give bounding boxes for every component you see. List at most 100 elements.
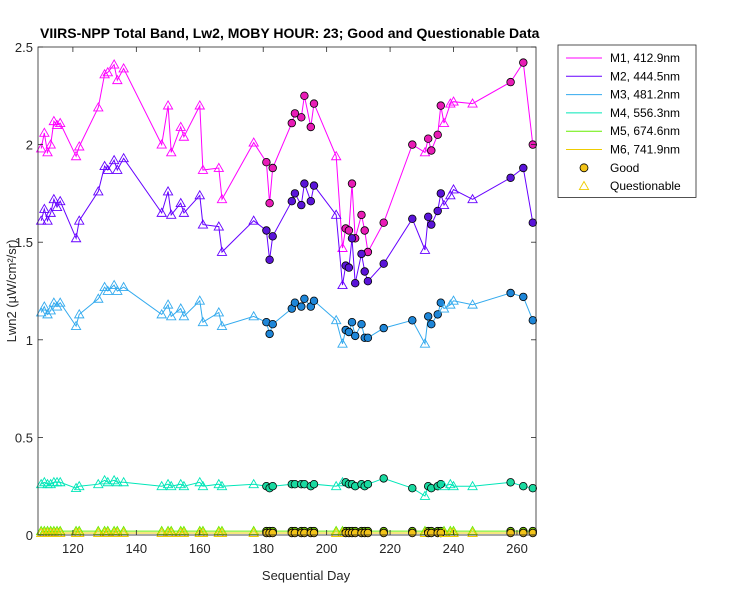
legend-questionable-marker [578,180,590,191]
questionable-point [73,527,85,537]
questionable-point [178,527,190,537]
questionable-point [38,127,50,137]
y-tick-label: 1.5 [15,235,33,250]
questionable-point [38,203,50,213]
questionable-point [444,98,456,108]
questionable-point [102,476,114,487]
y-axis-label: Lwn2 (µW/cm²/sr) [4,240,19,343]
good-point [519,58,528,67]
questionable-point [118,281,130,291]
good-point [506,528,515,538]
good-point [309,480,319,489]
good-point [265,198,274,208]
questionable-point [438,480,450,491]
good-point [287,118,296,128]
good-point [357,320,366,329]
questionable-point [35,215,47,225]
y-tick-label: 0.5 [15,430,33,445]
questionable-point [175,121,187,131]
questionable-point [178,480,190,491]
questionable-point [419,244,431,254]
questionable-point [197,219,209,229]
good-point [519,482,528,491]
questionable-point [467,193,478,204]
questionable-point [419,146,431,157]
questionable-point [175,197,187,208]
good-point [309,528,319,538]
questionable-point [118,62,130,73]
good-point [379,218,388,227]
questionable-point [54,195,66,206]
questionable-point [248,137,260,147]
good-point [363,333,373,342]
questionable-point [448,527,459,537]
x-tick-label: 220 [379,541,401,556]
questionable-point [178,310,190,321]
good-point [297,200,306,210]
good-point [268,320,277,329]
good-point [506,173,515,182]
good-point [300,294,309,303]
questionable-point [51,201,63,211]
questionable-point [248,527,260,537]
good-point [262,226,271,235]
axes-box [37,46,537,536]
y-tick-label: 1 [26,333,33,348]
questionable-point [156,207,168,217]
questionable-point [42,146,53,157]
questionable-point [197,527,209,537]
good-point [300,179,309,188]
questionable-point [330,314,342,325]
questionable-point [156,139,168,149]
series-2 [35,152,537,290]
questionable-point [111,164,123,174]
good-point [290,189,300,198]
questionable-point [156,308,168,319]
questionable-point [54,476,66,487]
questionable-point [45,478,57,489]
legend-entry: Questionable [610,179,681,193]
good-point [309,296,319,305]
questionable-point [248,215,260,225]
x-tick-label: 160 [189,541,211,556]
questionable-point [48,115,60,126]
good-point [268,163,277,173]
questionable-point [38,301,50,311]
good-point [408,214,417,223]
questionable-point [213,162,225,172]
legend-good-marker [579,163,589,173]
questionable-point [156,525,168,535]
questionable-point [118,476,130,487]
good-point [424,312,433,321]
questionable-point [337,338,348,348]
x-tick-label: 260 [506,541,528,556]
questionable-point [197,316,209,327]
questionable-point [178,131,190,141]
x-tick-label: 120 [62,541,84,556]
questionable-point [45,139,57,149]
questionable-point [73,141,85,151]
questionable-point [102,285,114,295]
good-point [357,249,366,259]
good-point [424,134,433,143]
questionable-point [48,193,60,204]
series-4 [35,474,537,500]
good-point [379,474,388,483]
y-tick-label: 2 [26,138,33,153]
questionable-point [73,308,85,319]
good-point [519,163,528,173]
good-point [360,267,369,276]
legend-box [557,44,697,198]
good-point [433,130,442,139]
questionable-point [438,527,450,537]
questionable-point [35,478,47,489]
good-point [306,196,315,206]
questionable-point [108,154,120,165]
questionable-point [102,527,114,537]
good-point [268,482,277,491]
questionable-point [35,306,47,317]
questionable-point [216,246,228,256]
questionable-point [194,100,206,110]
questionable-point [92,293,104,303]
